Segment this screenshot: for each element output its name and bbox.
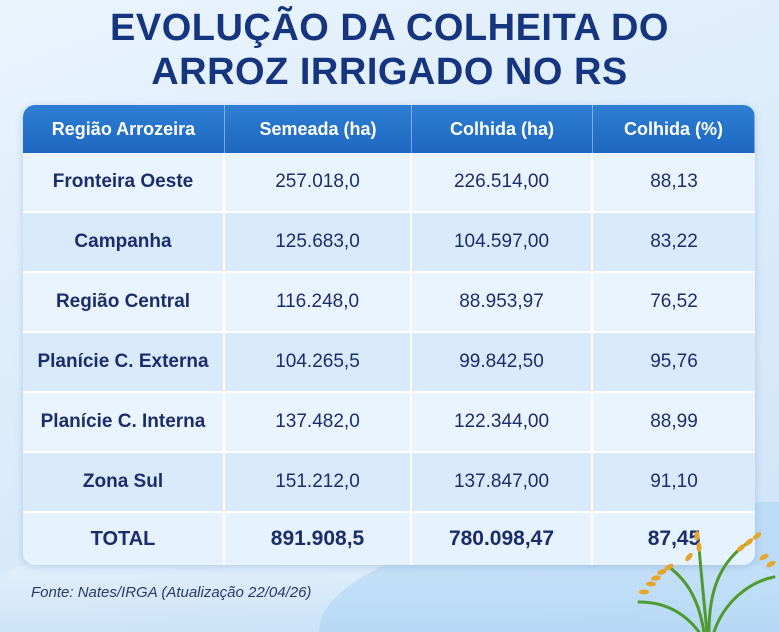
cell-colhida-ha: 122.344,00 <box>412 393 593 453</box>
table-row: Região Central 116.248,0 88.953,97 76,52 <box>23 273 755 333</box>
table-row: Fronteira Oeste 257.018,0 226.514,00 88,13 <box>23 153 755 213</box>
cell-colhida-pct: 91,10 <box>593 453 755 513</box>
total-colhida-ha: 780.098,47 <box>412 513 593 565</box>
table-row: Campanha 125.683,0 104.597,00 83,22 <box>23 213 755 273</box>
cell-colhida-ha: 137.847,00 <box>412 453 593 513</box>
cell-region: Planície C. Interna <box>23 393 225 453</box>
total-label: TOTAL <box>23 513 225 565</box>
cell-colhida-pct: 76,52 <box>593 273 755 333</box>
header-colhida-ha: Colhida (ha) <box>412 105 593 153</box>
source-note: Fonte: Nates/IRGA (Atualização 22/04/26) <box>31 584 312 601</box>
table-total-row: TOTAL 891.908,5 780.098,47 87,45 <box>23 513 755 565</box>
page-title: EVOLUÇÃO DA COLHEITA DO ARROZ IRRIGADO N… <box>0 6 779 94</box>
cell-region: Campanha <box>23 213 225 273</box>
cell-colhida-pct: 88,13 <box>593 153 755 213</box>
header-semeada: Semeada (ha) <box>225 105 412 153</box>
table-row: Planície C. Externa 104.265,5 99.842,50 95,… <box>23 333 755 393</box>
table-header: Região Arrozeira Semeada (ha) Colhida (h… <box>23 105 755 153</box>
harvest-table: Região Arrozeira Semeada (ha) Colhida (h… <box>23 105 755 565</box>
cell-semeada: 125.683,0 <box>225 213 412 273</box>
cell-region: Zona Sul <box>23 453 225 513</box>
cell-region: Fronteira Oeste <box>23 153 225 213</box>
cell-colhida-pct: 95,76 <box>593 333 755 393</box>
cell-semeada: 257.018,0 <box>225 153 412 213</box>
title-line-2: ARROZ IRRIGADO NO RS <box>151 51 628 93</box>
title-line-1: EVOLUÇÃO DA COLHEITA DO <box>110 7 669 49</box>
header-regiao: Região Arrozeira <box>23 105 225 153</box>
cell-colhida-ha: 99.842,50 <box>412 333 593 393</box>
cell-region: Região Central <box>23 273 225 333</box>
total-semeada: 891.908,5 <box>225 513 412 565</box>
header-colhida-pct: Colhida (%) <box>593 105 755 153</box>
rice-plant-icon <box>637 531 776 632</box>
cell-semeada: 116.248,0 <box>225 273 412 333</box>
cell-semeada: 151.212,0 <box>225 453 412 513</box>
cell-semeada: 137.482,0 <box>225 393 412 453</box>
cell-region: Planície C. Externa <box>23 333 225 393</box>
total-colhida-pct: 87,45 <box>593 513 755 565</box>
table-row: Planície C. Interna 137.482,0 122.344,00 88… <box>23 393 755 453</box>
cell-colhida-ha: 226.514,00 <box>412 153 593 213</box>
table-row: Zona Sul 151.212,0 137.847,00 91,10 <box>23 453 755 513</box>
table-body: Fronteira Oeste 257.018,0 226.514,00 88,13 C… <box>23 153 755 513</box>
cell-colhida-pct: 83,22 <box>593 213 755 273</box>
cell-colhida-ha: 104.597,00 <box>412 213 593 273</box>
cell-colhida-ha: 88.953,97 <box>412 273 593 333</box>
cell-semeada: 104.265,5 <box>225 333 412 393</box>
cell-colhida-pct: 88,99 <box>593 393 755 453</box>
